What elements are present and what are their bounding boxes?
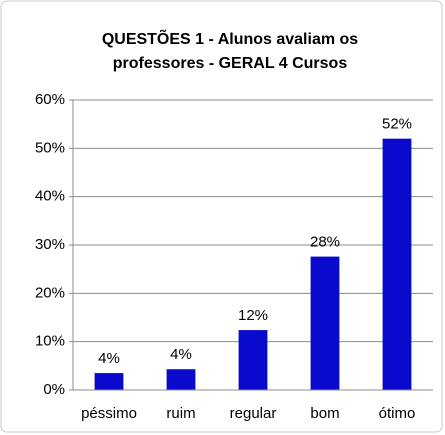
x-tick-label: bom — [310, 405, 339, 422]
y-tick-label: 10% — [35, 333, 65, 350]
value-label: 12% — [238, 307, 268, 324]
y-tick-label: 0% — [43, 381, 65, 398]
x-tick-label: ótimo — [379, 405, 416, 422]
bar — [310, 256, 340, 390]
bar — [94, 373, 124, 390]
value-label: 4% — [98, 350, 120, 367]
x-tick-label: regular — [230, 405, 277, 422]
y-tick-label: 30% — [35, 236, 65, 253]
chart-title: QUESTÕES 1 - Alunos avaliam os professor… — [101, 31, 359, 72]
value-label: 52% — [382, 116, 412, 133]
bar — [382, 138, 412, 390]
bar — [166, 369, 196, 390]
y-tick-label: 20% — [35, 284, 65, 301]
bar — [238, 330, 268, 390]
value-label: 28% — [310, 234, 340, 251]
y-tick-label: 50% — [35, 139, 65, 156]
y-tick-label: 40% — [35, 188, 65, 205]
value-label: 4% — [170, 346, 192, 363]
x-tick-label: ruim — [166, 405, 195, 422]
x-tick-label: péssimo — [81, 405, 137, 422]
y-tick-label: 60% — [35, 91, 65, 108]
